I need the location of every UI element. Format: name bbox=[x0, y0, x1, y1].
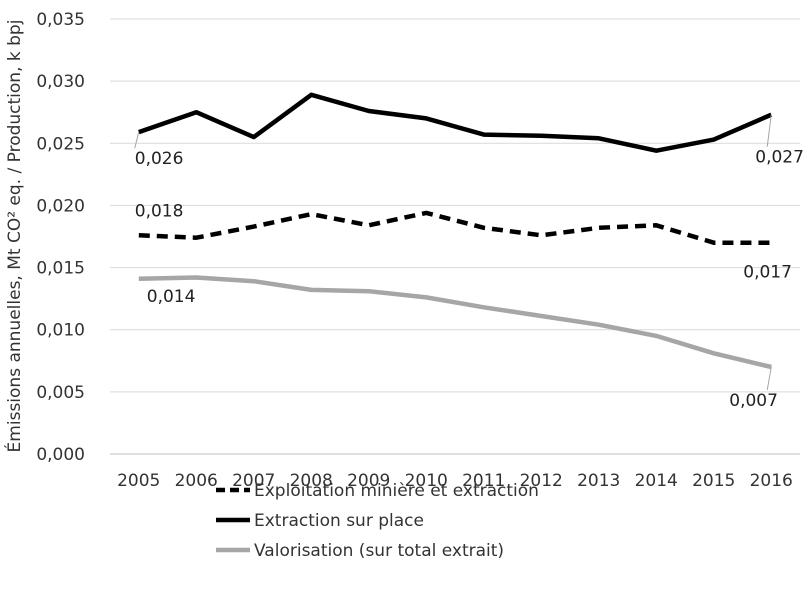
x-tick-label: 2005 bbox=[117, 471, 160, 491]
y-tick-label: 0,030 bbox=[36, 72, 85, 92]
legend-label: Exploitation minière et extraction bbox=[254, 481, 539, 501]
data-label-leader bbox=[134, 131, 140, 149]
y-tick-label: 0,000 bbox=[36, 445, 85, 465]
y-axis-title: Émissions annuelles, Mt CO² eq. / Produc… bbox=[3, 20, 25, 453]
data-labels: 0,018 0,017 0,026 0,027 0,014 0,007 bbox=[134, 114, 804, 411]
data-label: 0,027 bbox=[755, 148, 804, 168]
y-tick-label: 0,035 bbox=[36, 10, 85, 30]
x-tick-label: 2009 bbox=[347, 471, 390, 491]
data-label: 0,014 bbox=[147, 287, 196, 307]
series-line-1 bbox=[138, 210, 772, 245]
y-tick-label: 0,020 bbox=[36, 196, 85, 216]
legend: Exploitation minière et extraction Extrac… bbox=[216, 481, 539, 561]
legend-label: Extraction sur place bbox=[254, 511, 424, 531]
data-label: 0,026 bbox=[135, 149, 184, 169]
y-tick-label: 0,005 bbox=[36, 383, 85, 403]
x-tick-label: 2014 bbox=[635, 471, 678, 491]
series-line-3 bbox=[138, 275, 772, 370]
x-tick-label: 2008 bbox=[290, 471, 333, 491]
data-label: 0,018 bbox=[135, 201, 184, 221]
y-axis-ticks: 0,000 0,005 0,010 0,015 0,020 0,025 0,030 0,035 bbox=[36, 10, 85, 465]
data-label: 0,017 bbox=[743, 263, 792, 283]
x-tick-label: 2006 bbox=[175, 471, 218, 491]
x-tick-label: 2016 bbox=[750, 471, 793, 491]
x-tick-label: 2012 bbox=[520, 471, 563, 491]
data-label-leader bbox=[766, 114, 772, 147]
series-lines bbox=[138, 92, 773, 370]
data-label: 0,007 bbox=[729, 391, 778, 411]
x-tick-label: 2015 bbox=[692, 471, 735, 491]
gridlines bbox=[110, 18, 800, 455]
x-tick-label: 2010 bbox=[405, 471, 448, 491]
x-axis-ticks: 2005 2006 2007 2008 2009 2010 2011 2012 2013 2014… bbox=[117, 471, 793, 491]
x-tick-label: 2013 bbox=[577, 471, 620, 491]
y-tick-label: 0,015 bbox=[36, 259, 85, 279]
series-line-2 bbox=[138, 92, 773, 153]
y-tick-label: 0,010 bbox=[36, 321, 85, 341]
data-label-leader bbox=[766, 366, 772, 391]
x-tick-label: 2011 bbox=[462, 471, 505, 491]
x-tick-label: 2007 bbox=[232, 471, 275, 491]
legend-label: Valorisation (sur total extrait) bbox=[254, 541, 504, 561]
y-tick-label: 0,025 bbox=[36, 134, 85, 154]
